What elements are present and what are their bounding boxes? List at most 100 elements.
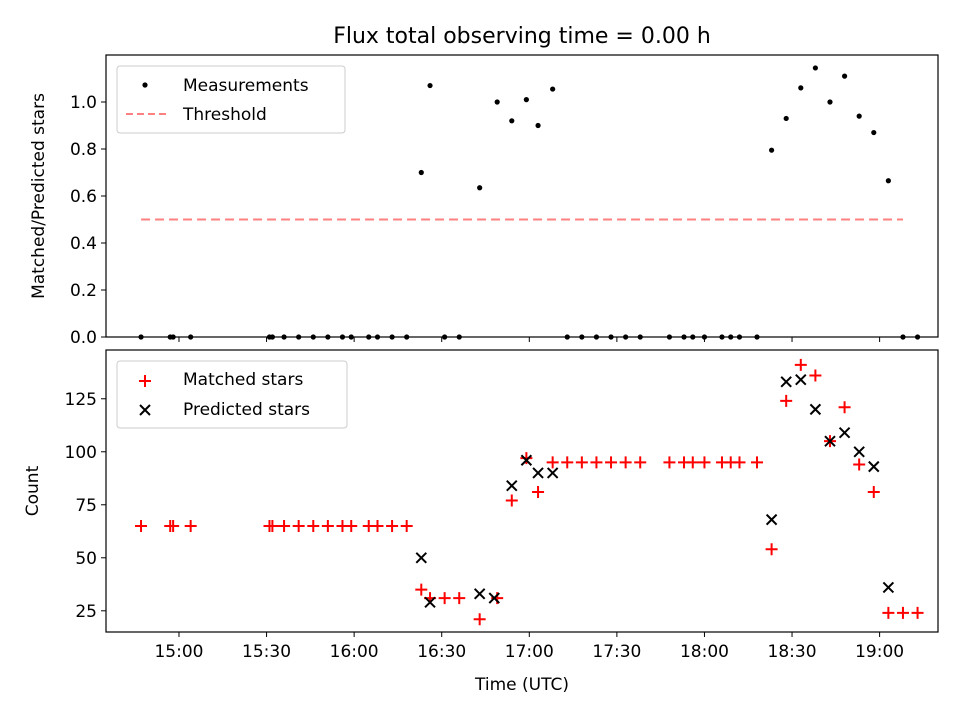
x-tick-label: 15:30 xyxy=(242,642,291,662)
matched-point xyxy=(605,456,618,469)
predicted-point xyxy=(853,446,865,458)
matched-point xyxy=(453,592,466,605)
measurement-point xyxy=(900,334,906,340)
bottom-plot-frame xyxy=(105,349,939,633)
top-y-tick-label: 0.2 xyxy=(70,281,97,301)
bottom-y-axis-label: Count xyxy=(23,465,43,516)
measurement-point xyxy=(827,99,833,105)
predicted-point xyxy=(882,581,895,594)
matched-point xyxy=(686,456,699,469)
bottom-y-tick-label: 100 xyxy=(65,443,97,463)
predicted-point xyxy=(765,513,778,526)
matched-point xyxy=(505,494,518,507)
matched-point xyxy=(809,369,822,382)
matched-point xyxy=(546,456,559,469)
matched-point xyxy=(266,519,279,532)
matched-point xyxy=(345,519,358,532)
matched-point xyxy=(321,519,334,532)
top-y-tick-label: 0.8 xyxy=(70,140,97,160)
measurement-point xyxy=(348,334,354,340)
bottom-legend-box xyxy=(116,360,348,429)
measurement-point xyxy=(188,334,194,340)
matched-point xyxy=(590,456,603,469)
measurement-point xyxy=(310,334,316,340)
measurement-point xyxy=(871,129,877,136)
x-tick-label: 16:30 xyxy=(417,642,466,662)
matched-point xyxy=(663,456,676,469)
matched-point xyxy=(896,606,909,619)
top-marks xyxy=(138,65,921,340)
matched-point xyxy=(867,486,880,499)
predicted-point xyxy=(506,479,518,492)
top-panel: 0.0 0.2 0.4 0.6 0.8 1.0 Matched/Predicted sta… xyxy=(29,54,939,348)
x-axis-label: Time (UTC) xyxy=(474,675,569,695)
measurement-point xyxy=(728,334,734,340)
chart-title: Flux total observing time = 0.00 h xyxy=(333,24,711,49)
measurement-point xyxy=(296,334,302,340)
measurement-point xyxy=(719,334,725,340)
matched-point xyxy=(794,358,807,371)
measurement-point xyxy=(456,334,462,340)
predicted-point xyxy=(780,376,792,388)
legend-predicted-marker xyxy=(139,404,151,416)
measurement-point xyxy=(914,334,921,340)
predicted-point xyxy=(532,467,544,479)
matched-point xyxy=(575,456,588,469)
matched-point xyxy=(838,401,851,414)
matched-point xyxy=(473,613,486,626)
measurement-point xyxy=(579,334,585,340)
top-y-tick-label: 0.4 xyxy=(70,234,97,254)
measurement-point xyxy=(523,97,529,103)
measurement-point xyxy=(427,82,433,89)
matched-point xyxy=(733,456,746,469)
predicted-point xyxy=(868,460,880,473)
matched-point xyxy=(882,606,895,619)
predicted-point xyxy=(795,373,807,386)
matched-point xyxy=(415,583,428,596)
matched-point xyxy=(780,394,793,407)
measurement-point xyxy=(623,334,629,340)
x-tick-label: 17:30 xyxy=(592,642,641,662)
bottom-legend: Matched stars Predicted stars xyxy=(116,360,348,429)
matched-point xyxy=(634,456,647,469)
x-tick-label: 19:00 xyxy=(855,642,904,662)
matched-point xyxy=(278,519,291,532)
measurement-point xyxy=(798,85,804,91)
x-tick-label: 18:00 xyxy=(680,642,729,662)
predicted-point xyxy=(838,426,851,439)
matched-point xyxy=(438,592,451,605)
measurement-point xyxy=(281,334,287,340)
x-tick-label: 16:00 xyxy=(330,642,379,662)
measurement-point xyxy=(666,334,673,340)
measurement-point xyxy=(885,178,891,184)
top-y-ticks: 0.0 0.2 0.4 0.6 0.8 1.0 xyxy=(70,93,106,348)
predicted-point xyxy=(488,592,500,604)
matched-point xyxy=(184,519,197,532)
measurement-point xyxy=(404,334,410,340)
measurement-point xyxy=(608,334,614,340)
predicted-point xyxy=(546,467,559,479)
measurement-point xyxy=(442,334,448,340)
bottom-y-ticks: 25 50 75 100 125 xyxy=(65,390,106,622)
bottom-y-tick-label: 75 xyxy=(75,496,97,516)
measurement-point xyxy=(535,122,541,129)
legend-predicted-label: Predicted stars xyxy=(183,400,310,420)
legend-measurements-label: Measurements xyxy=(183,76,309,96)
matched-point xyxy=(911,606,924,619)
measurement-point xyxy=(841,73,848,79)
measurement-point xyxy=(494,99,500,105)
matched-point xyxy=(520,452,533,465)
x-tick-label: 15:00 xyxy=(154,642,203,662)
matched-point xyxy=(532,486,545,499)
measurement-point xyxy=(593,334,600,340)
predicted-point xyxy=(473,588,486,600)
measurement-point xyxy=(477,185,483,191)
top-y-tick-label: 0.6 xyxy=(70,187,97,207)
measurement-point xyxy=(690,334,696,340)
measurement-point xyxy=(701,334,708,340)
predicted-point xyxy=(809,403,822,416)
matched-point xyxy=(292,519,305,532)
matched-point xyxy=(853,458,866,471)
bottom-x-ticks: 15:00 15:30 16:00 16:30 17:00 17:30 18:00 18:30… xyxy=(154,632,904,662)
